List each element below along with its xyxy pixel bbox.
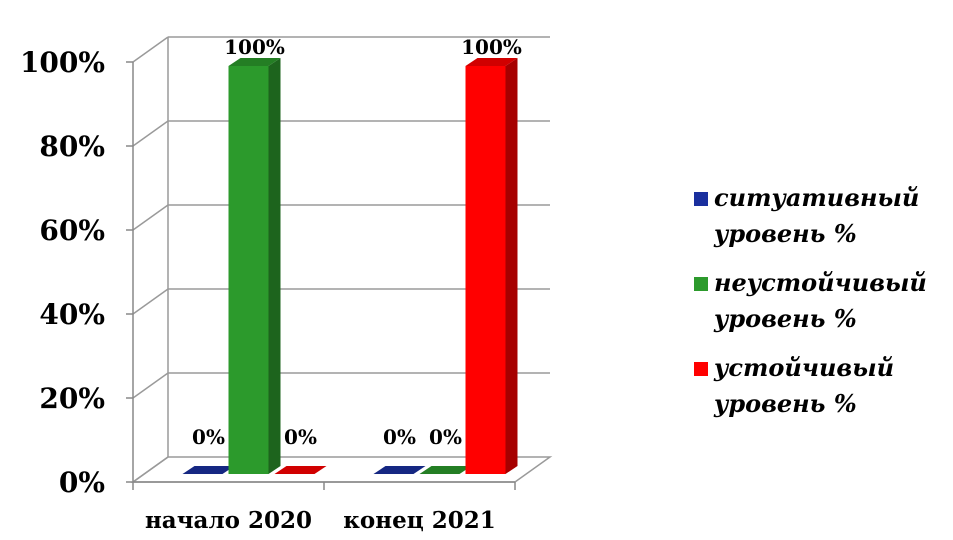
data-label-s1-c1: 0% <box>429 425 462 449</box>
legend-swatch-unstable <box>694 277 708 291</box>
y-tick-label-3: 60% <box>39 214 105 247</box>
y-tick-label-0: 0% <box>59 466 105 499</box>
legend-item-stable: устойчивый уровень % <box>694 350 949 422</box>
y-tick-label-5: 100% <box>20 46 105 79</box>
bar-front-s2-c1 <box>466 66 506 474</box>
bar-top-s2-c0 <box>275 466 327 474</box>
legend-item-situational: ситуативный уровень % <box>694 180 949 252</box>
bar-top-s1-c1 <box>420 466 472 474</box>
data-label-s0-c0: 0% <box>192 425 225 449</box>
legend-label-situational: ситуативный уровень % <box>714 180 944 252</box>
gridline-depth-2 <box>133 289 168 314</box>
bar-side-s1-c0 <box>269 58 281 474</box>
bar-top-s0-c1 <box>374 466 426 474</box>
y-tick-label-2: 40% <box>39 298 105 331</box>
data-label-s2-c0: 0% <box>284 425 317 449</box>
y-tick-label-4: 80% <box>39 130 105 163</box>
chart-legend: ситуативный уровень % неустойчивый урове… <box>694 180 949 435</box>
x-category-label-0: начало 2020 <box>145 507 312 534</box>
legend-label-unstable: неустойчивый уровень % <box>714 265 944 337</box>
data-label-s1-c0: 100% <box>224 35 285 59</box>
legend-item-unstable: неустойчивый уровень % <box>694 265 949 337</box>
gridline-depth-4 <box>133 121 168 146</box>
data-label-s2-c1: 100% <box>461 35 522 59</box>
legend-swatch-stable <box>694 362 708 376</box>
bar-top-s0-c0 <box>183 466 235 474</box>
bar-side-s2-c1 <box>506 58 518 474</box>
gridline-depth-5 <box>133 37 168 62</box>
gridline-depth-3 <box>133 205 168 230</box>
legend-swatch-situational <box>694 192 708 206</box>
x-category-label-1: конец 2021 <box>343 507 495 534</box>
gridline-depth-1 <box>133 373 168 398</box>
data-label-s0-c1: 0% <box>383 425 416 449</box>
y-tick-label-1: 20% <box>39 382 105 415</box>
bar-front-s1-c0 <box>229 66 269 474</box>
legend-label-stable: устойчивый уровень % <box>714 350 944 422</box>
